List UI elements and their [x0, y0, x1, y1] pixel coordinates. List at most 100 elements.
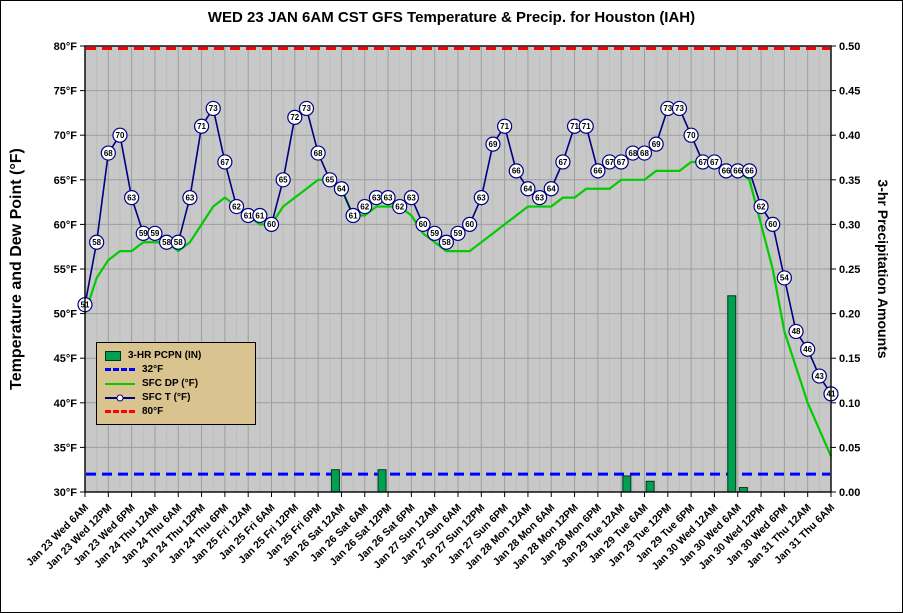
y-right-tick-label: 0.00 [839, 487, 860, 499]
temp-point [520, 181, 536, 197]
y-right-tick-label: 0.10 [839, 398, 860, 410]
temp-point-label: 73 [302, 104, 311, 113]
y-left-tick-label: 30°F [54, 487, 78, 499]
y-left-tick-label: 40°F [54, 398, 78, 410]
temp-point [683, 127, 699, 143]
temp-point-label: 58 [174, 238, 183, 247]
y-left-tick-label: 35°F [54, 442, 78, 454]
temp-point [671, 100, 688, 117]
temp-point [310, 145, 326, 161]
precip-bar [330, 469, 340, 493]
temp-point-label: 73 [209, 104, 218, 113]
temp-point-label: 67 [605, 158, 614, 167]
temp-point [636, 145, 653, 161]
temp-point-label: 73 [675, 104, 684, 113]
y-left-tick-label: 50°F [54, 309, 78, 321]
temp-point-label: 72 [290, 113, 299, 122]
temp-point [345, 207, 361, 224]
temp-point [613, 154, 629, 170]
temp-point-label: 59 [454, 229, 463, 238]
temp-point-label: 60 [267, 220, 276, 229]
y-right-labels: 0.50 0.45 0.40 0.35 0.30 0.25 0.20 0.15 0.10 0.05… [831, 41, 860, 499]
temp-point-label: 46 [803, 345, 812, 354]
temp-point-label: 69 [652, 140, 661, 149]
temp-point [485, 136, 501, 152]
y-left-tick-label: 75°F [54, 86, 78, 98]
temp-point [543, 181, 559, 197]
temp-point-label: 71 [500, 122, 509, 131]
temp-point-label: 73 [663, 104, 672, 113]
temp-point [228, 198, 245, 215]
temp-point [648, 136, 664, 152]
temp-point-label: 66 [733, 167, 742, 176]
y-right-tick-label: 0.50 [839, 41, 860, 53]
temp-point [333, 181, 350, 197]
temp-point-label: 69 [489, 140, 498, 149]
y-left-labels: 80°F 75°F 70°F 65°F 60°F 55°F 50°F 45°F 40°F 35°F… [54, 41, 85, 499]
temp-point [473, 190, 489, 206]
y-right-tick-label: 0.35 [839, 175, 860, 187]
temp-point [380, 190, 396, 206]
temp-point [438, 234, 454, 250]
temp-point-label: 67 [617, 158, 626, 167]
y-right-tick-label: 0.15 [839, 353, 860, 365]
temp-point [811, 368, 827, 384]
temp-point [298, 100, 315, 117]
temp-point [217, 154, 233, 170]
temp-point [497, 118, 513, 134]
temp-point-label: 66 [745, 167, 754, 176]
temp-point [287, 109, 303, 125]
temp-point-label: 58 [162, 238, 171, 247]
temp-point-label: 60 [465, 220, 474, 229]
y-right-tick-label: 0.05 [839, 442, 860, 454]
legend-item-label: 32°F [142, 364, 164, 375]
temp-point [322, 172, 338, 188]
legend-item: 32°F [105, 363, 247, 376]
y-left-tick-label: 45°F [54, 353, 78, 365]
temp-point [205, 100, 221, 117]
temp-point [263, 216, 280, 232]
legend-item: 80°F [105, 405, 247, 418]
temp-point-label: 70 [116, 131, 125, 140]
temp-point [508, 163, 524, 179]
temp-point [450, 225, 466, 241]
temp-point-label: 63 [127, 193, 136, 202]
temp-point-label: 62 [757, 202, 766, 211]
temp-point-label: 66 [593, 167, 602, 176]
y-left-tick-label: 60°F [54, 219, 78, 231]
legend-swatch-line-marker-icon [105, 394, 135, 401]
temp-point-label: 61 [255, 211, 264, 220]
temp-point-label: 63 [535, 193, 544, 202]
temp-point-label: 68 [104, 149, 113, 158]
legend: 3-HR PCPN (IN) 32°F SFC DP (°F) SFC T (°F) 8… [96, 342, 256, 425]
y-right-tick-label: 0.25 [839, 264, 860, 276]
temp-point-label: 67 [220, 158, 229, 167]
temp-point-label: 68 [640, 149, 649, 158]
temp-point-label: 59 [430, 229, 439, 238]
temp-point [89, 234, 105, 250]
temp-point-label: 62 [395, 202, 404, 211]
legend-item-label: 3-HR PCPN (IN) [128, 350, 202, 361]
temp-point [788, 323, 804, 340]
temp-point-label: 63 [384, 193, 393, 202]
temp-point [182, 190, 198, 206]
temp-point-label: 61 [244, 211, 253, 220]
y-left-tick-label: 70°F [54, 130, 78, 142]
temp-point-label: 65 [325, 176, 334, 185]
temp-point [357, 198, 373, 215]
legend-item: 3-HR PCPN (IN) [105, 349, 247, 362]
legend-item: SFC T (°F) [105, 391, 247, 404]
temp-point-label: 63 [372, 193, 381, 202]
temp-point-label: 48 [792, 327, 801, 336]
y-right-tick-label: 0.30 [839, 219, 860, 231]
temp-point-label: 63 [407, 193, 416, 202]
legend-item-label: SFC T (°F) [142, 392, 191, 403]
temp-point [578, 118, 594, 134]
temp-point [147, 225, 163, 241]
temp-point-label: 62 [360, 202, 369, 211]
temp-point-label: 68 [628, 149, 637, 158]
temp-point-label: 70 [687, 131, 696, 140]
temp-point-label: 66 [722, 167, 731, 176]
